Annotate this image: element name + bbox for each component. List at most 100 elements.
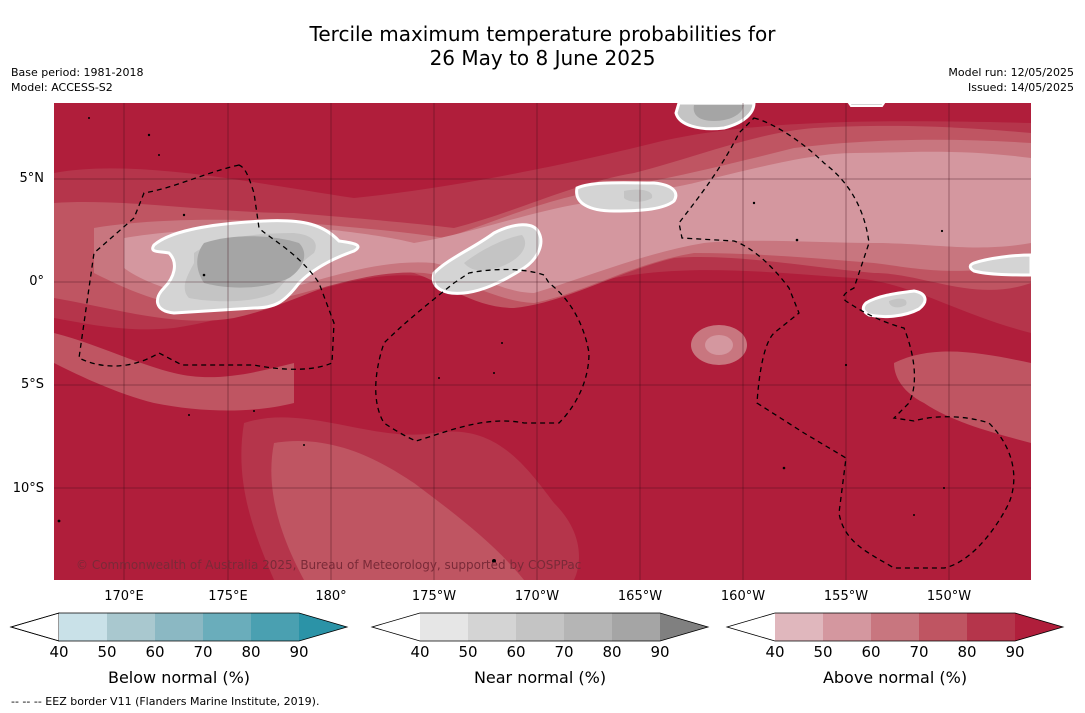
below-seg-60 bbox=[155, 613, 203, 641]
lat-label-5n: 5°N bbox=[19, 171, 45, 186]
island-dot bbox=[844, 363, 848, 367]
above-tick-50: 50 bbox=[813, 643, 833, 661]
map-svg bbox=[54, 103, 1031, 580]
below-seg-50 bbox=[107, 613, 155, 641]
island-dot bbox=[158, 154, 160, 156]
colorbar-near-normal bbox=[370, 612, 710, 642]
below-outline bbox=[9, 612, 349, 642]
near-tick-80: 80 bbox=[602, 643, 622, 661]
near-normal-far-east bbox=[968, 253, 1031, 277]
island-dot bbox=[182, 213, 186, 217]
title-line-1: Tercile maximum temperature probabilitie… bbox=[309, 22, 776, 46]
below-arrow-right bbox=[299, 613, 347, 641]
lon-label-175w: 175°W bbox=[411, 589, 457, 604]
lat-label-5s: 5°S bbox=[20, 377, 44, 392]
below-tick-50: 50 bbox=[97, 643, 117, 661]
near-normal-center-north-inner bbox=[624, 189, 653, 202]
below-normal-label: Below normal (%) bbox=[107, 668, 251, 687]
lat-label-0: 0° bbox=[29, 274, 44, 289]
lon-label-180: 180° bbox=[315, 589, 347, 604]
island-dot bbox=[493, 372, 495, 374]
grid-lines bbox=[54, 103, 1031, 580]
lon-label-170w: 170°W bbox=[514, 589, 560, 604]
above-seg-50 bbox=[823, 613, 871, 641]
island-dot bbox=[253, 410, 255, 412]
copyright-notice: © Commonwealth of Australia 2025, Bureau… bbox=[76, 558, 582, 572]
colorbars-svg bbox=[9, 612, 1065, 642]
band-above-50-north bbox=[124, 151, 1031, 299]
issued-date: Issued: 14/05/2025 bbox=[967, 81, 1074, 94]
below-seg-80 bbox=[251, 613, 299, 641]
band-above-70-south bbox=[271, 441, 524, 580]
near-tick-40: 40 bbox=[410, 643, 430, 661]
island-dot bbox=[188, 414, 190, 416]
lon-label-175e: 175°E bbox=[208, 589, 248, 604]
eez-borders bbox=[78, 117, 1015, 569]
island-dot bbox=[438, 377, 440, 379]
island-dot bbox=[913, 514, 915, 516]
near-tick-60: 60 bbox=[506, 643, 526, 661]
island-dot bbox=[303, 444, 305, 446]
near-arrow-left bbox=[372, 613, 420, 641]
above-tick-90: 90 bbox=[1005, 643, 1025, 661]
near-seg-40 bbox=[420, 613, 468, 641]
band-above-70-west bbox=[54, 333, 294, 411]
above-tick-70: 70 bbox=[909, 643, 929, 661]
probability-map bbox=[54, 103, 1031, 580]
near-normal-top-core bbox=[693, 105, 744, 121]
above-normal-label: Above normal (%) bbox=[822, 668, 968, 687]
near-seg-80 bbox=[612, 613, 660, 641]
below-tick-40: 40 bbox=[49, 643, 69, 661]
near-normal-east-inner bbox=[889, 298, 907, 308]
above-outline bbox=[725, 612, 1065, 642]
near-outline bbox=[370, 612, 710, 642]
model-run: Model run: 12/05/2025 bbox=[948, 66, 1074, 79]
near-tick-70: 70 bbox=[554, 643, 574, 661]
above-seg-70 bbox=[919, 613, 967, 641]
lat-label-10s: 10°S bbox=[12, 481, 44, 496]
island-dot bbox=[782, 466, 786, 470]
near-normal-regions bbox=[151, 103, 1031, 319]
map-title: Tercile maximum temperature probabilitie… bbox=[0, 22, 1085, 70]
below-tick-80: 80 bbox=[241, 643, 261, 661]
colorbar-below-normal bbox=[9, 612, 349, 642]
island-markers bbox=[57, 117, 945, 563]
near-arrow-right bbox=[660, 613, 708, 641]
above-arrow-left bbox=[727, 613, 775, 641]
below-tick-70: 70 bbox=[193, 643, 213, 661]
near-normal-west-core bbox=[197, 236, 305, 288]
island-dot bbox=[940, 229, 944, 233]
lon-label-155w: 155°W bbox=[823, 589, 869, 604]
island-dot bbox=[752, 201, 756, 205]
above-seg-40 bbox=[775, 613, 823, 641]
eez-central bbox=[375, 268, 590, 442]
meta-left: Base period: 1981-2018 Model: ACCESS-S2 bbox=[11, 65, 143, 95]
above-tick-60: 60 bbox=[861, 643, 881, 661]
lon-label-165w: 165°W bbox=[617, 589, 663, 604]
meta-right: Model run: 12/05/2025 Issued: 14/05/2025 bbox=[948, 65, 1074, 95]
band-above-70-east bbox=[894, 351, 1031, 443]
above-tick-80: 80 bbox=[957, 643, 977, 661]
lon-label-150w: 150°W bbox=[926, 589, 972, 604]
below-seg-70 bbox=[203, 613, 251, 641]
model-name: Model: ACCESS-S2 bbox=[11, 81, 113, 94]
island-dot bbox=[492, 559, 496, 563]
island-dot bbox=[795, 238, 799, 242]
lon-label-170e: 170°E bbox=[104, 589, 144, 604]
colorbar-above-normal bbox=[725, 612, 1065, 642]
eez-east-north bbox=[678, 117, 1015, 569]
near-seg-70 bbox=[564, 613, 612, 641]
near-tick-50: 50 bbox=[458, 643, 478, 661]
island-dot bbox=[501, 342, 503, 344]
eez-footnote: -- -- -- EEZ border V11 (Flanders Marine… bbox=[11, 695, 320, 708]
title-line-2: 26 May to 8 June 2025 bbox=[429, 46, 656, 70]
near-normal-label: Near normal (%) bbox=[473, 668, 607, 687]
above-seg-80 bbox=[967, 613, 1015, 641]
lon-label-160w: 160°W bbox=[720, 589, 766, 604]
near-seg-60 bbox=[516, 613, 564, 641]
near-seg-50 bbox=[468, 613, 516, 641]
near-normal-central-inner bbox=[464, 235, 526, 271]
near-tick-90: 90 bbox=[650, 643, 670, 661]
base-period: Base period: 1981-2018 bbox=[11, 66, 144, 79]
below-tick-90: 90 bbox=[289, 643, 309, 661]
